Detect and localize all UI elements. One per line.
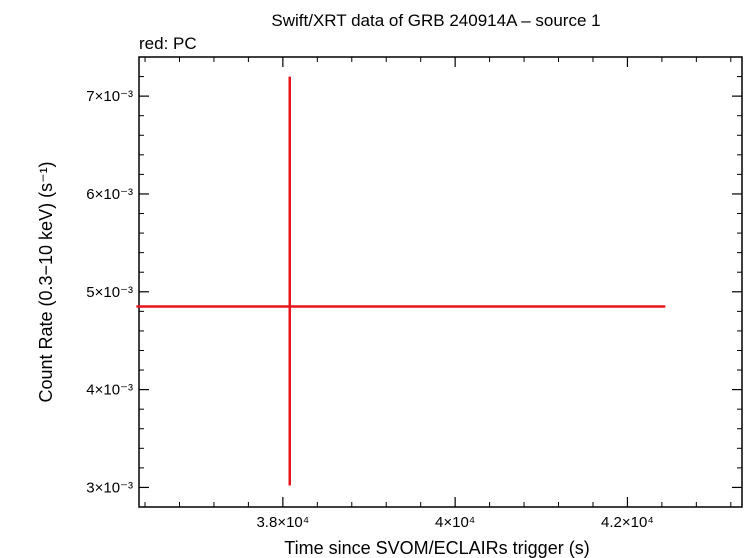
- y-axis-ticks: 3×10⁻³ 4×10⁻³ 5×10⁻³ 6×10⁻³ 7×10⁻³: [86, 56, 742, 508]
- plot-frame: [138, 56, 743, 508]
- x-tick-label: 4×10⁴: [435, 514, 475, 531]
- y-axis-label: Count Rate (0.3−10 keV) (s⁻¹): [36, 161, 56, 402]
- data-marks: [136, 76, 666, 486]
- y-tick-label: 4×10⁻³: [86, 382, 133, 399]
- x-tick-label: 4.2×10⁴: [601, 514, 654, 531]
- x-axis-label: Time since SVOM/ECLAIRs trigger (s): [284, 538, 589, 558]
- x-tick-label: 3.8×10⁴: [256, 514, 309, 531]
- y-tick-label: 5×10⁻³: [86, 284, 133, 301]
- y-tick-label: 6×10⁻³: [86, 186, 133, 203]
- y-tick-label: 3×10⁻³: [86, 479, 133, 496]
- x-axis-ticks: 3.8×10⁴ 4×10⁴ 4.2×10⁴: [144, 57, 732, 531]
- y-tick-label: 7×10⁻³: [86, 88, 133, 105]
- chart-title: Swift/XRT data of GRB 240914A – source 1: [271, 11, 600, 30]
- chart-subtitle: red: PC: [139, 34, 197, 53]
